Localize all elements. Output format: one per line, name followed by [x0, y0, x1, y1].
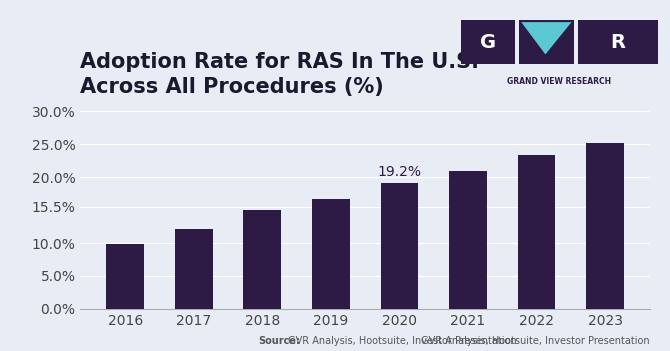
Bar	[518, 155, 555, 309]
Text: GVR Analysis, Hootsuite, Investor Presentation: GVR Analysis, Hootsuite, Investor Presen…	[418, 336, 650, 346]
FancyBboxPatch shape	[519, 20, 574, 64]
FancyBboxPatch shape	[461, 20, 515, 64]
Bar	[175, 229, 212, 309]
Text: GRAND VIEW RESEARCH: GRAND VIEW RESEARCH	[507, 77, 612, 86]
Text: G: G	[480, 33, 496, 52]
Polygon shape	[521, 22, 572, 54]
Bar	[107, 244, 144, 309]
Bar	[243, 210, 281, 309]
Bar	[381, 183, 418, 309]
Text: Source:: Source:	[258, 336, 300, 346]
Text: Adoption Rate for RAS In The U.S.
Across All Procedures (%): Adoption Rate for RAS In The U.S. Across…	[80, 52, 480, 97]
Bar	[449, 171, 487, 309]
Text: 19.2%: 19.2%	[377, 165, 421, 179]
Text: GVR Analysis, Hootsuite, Investor Presentation: GVR Analysis, Hootsuite, Investor Presen…	[285, 336, 517, 346]
Bar	[312, 199, 350, 309]
Bar	[586, 143, 624, 309]
Text: R: R	[610, 33, 625, 52]
FancyBboxPatch shape	[578, 20, 658, 64]
